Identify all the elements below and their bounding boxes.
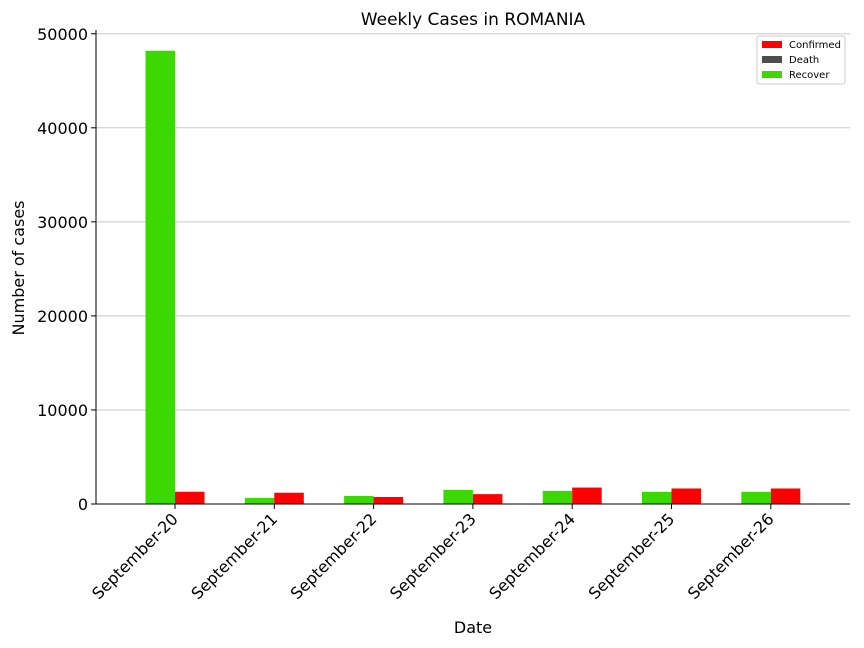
x-tick-label: September-26 xyxy=(684,509,778,603)
bar-recover-september-20 xyxy=(145,50,175,504)
bar-confirmed-september-26 xyxy=(770,488,801,504)
x-tick-label: September-21 xyxy=(187,509,281,603)
chart-title: Weekly Cases in ROMANIA xyxy=(361,10,586,30)
bar-confirmed-september-21 xyxy=(274,492,304,504)
bars xyxy=(145,50,801,504)
bar-recover-september-23 xyxy=(443,489,473,504)
bar-confirmed-september-24 xyxy=(572,487,602,504)
bar-recover-september-24 xyxy=(542,490,573,504)
x-tick-label: September-23 xyxy=(386,509,480,603)
bar-recover-september-25 xyxy=(642,491,672,504)
legend: Confirmed Death Recover xyxy=(756,35,846,85)
legend-swatch-confirmed xyxy=(762,41,782,48)
bar-confirmed-september-22 xyxy=(373,496,404,504)
y-tick-label: 0 xyxy=(78,495,88,514)
legend-swatch-recover xyxy=(762,71,782,78)
legend-swatch-death xyxy=(762,56,782,63)
x-tick-label: September-22 xyxy=(287,509,381,603)
bar-confirmed-september-25 xyxy=(671,488,701,504)
y-tick-label: 20000 xyxy=(37,307,88,326)
bar-recover-september-21 xyxy=(244,497,275,504)
axes xyxy=(95,30,850,505)
x-tick-label: September-24 xyxy=(485,509,579,603)
y-axis-title: Number of cases xyxy=(9,201,28,336)
bar-recover-september-26 xyxy=(741,491,771,504)
bar-confirmed-september-20 xyxy=(175,491,205,504)
x-tick-label: September-25 xyxy=(585,509,679,603)
bar-recover-september-22 xyxy=(344,496,374,504)
legend-label-confirmed: Confirmed xyxy=(789,40,841,51)
y-tick-label: 10000 xyxy=(37,401,88,420)
bar-confirmed-september-23 xyxy=(472,494,503,504)
y-tick-label: 40000 xyxy=(37,119,88,138)
gridlines xyxy=(96,33,850,411)
legend-label-recover: Recover xyxy=(789,70,830,81)
legend-label-death: Death xyxy=(789,55,819,66)
y-ticks: 0 10000 20000 30000 40000 50000 xyxy=(37,25,96,514)
y-tick-label: 30000 xyxy=(37,213,88,232)
x-axis-title: Date xyxy=(454,618,492,637)
x-tick-label: September-20 xyxy=(88,509,182,603)
x-ticks: September-20 September-21 September-22 Sept… xyxy=(88,504,778,603)
y-tick-label: 50000 xyxy=(37,25,88,44)
